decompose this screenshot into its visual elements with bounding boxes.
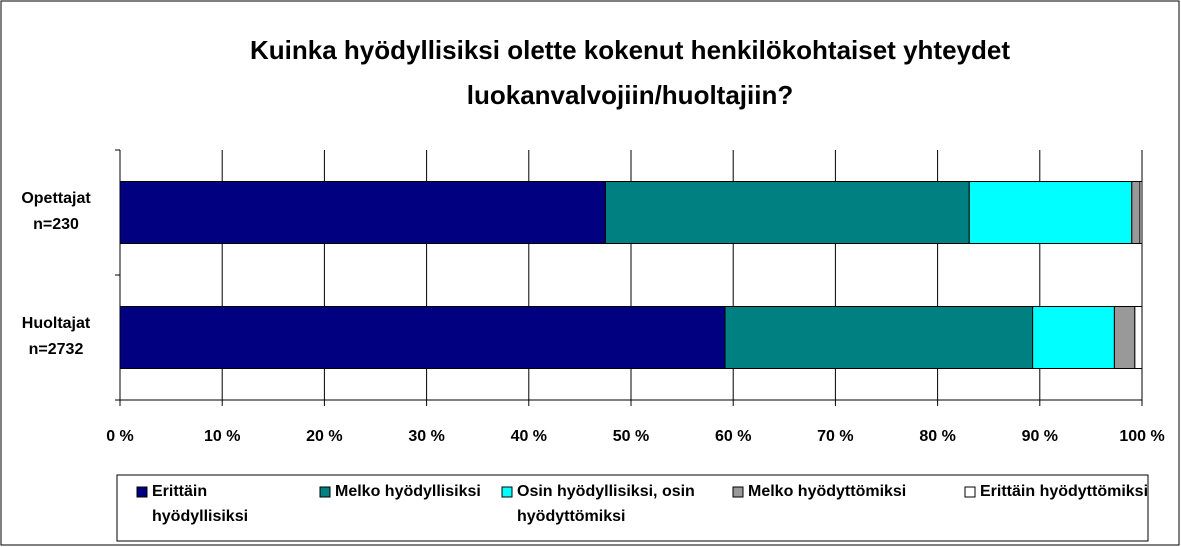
x-tick-label: 50 %: [613, 428, 649, 445]
x-tick-label: 90 %: [1022, 428, 1058, 445]
x-tick-label: 70 %: [817, 428, 853, 445]
chart-title: Kuinka hyödyllisiksi olette kokenut henk…: [250, 35, 1010, 110]
y-tick-label: Opettajat n=230: [21, 189, 91, 233]
bar-segment: [1032, 306, 1115, 369]
legend-label: Erittäin hyödyllisiksi: [152, 483, 249, 525]
bar-segment: [604, 181, 970, 244]
x-tick-label: 40 %: [511, 428, 547, 445]
bar-segment: [724, 306, 1034, 369]
x-tick-label: 10 %: [204, 428, 240, 445]
bar-segment: [119, 306, 726, 369]
bar-segment: [1139, 181, 1143, 244]
x-tick-label: 20 %: [306, 428, 342, 445]
legend-label: Melko hyödyllisiksi: [335, 483, 481, 500]
legend-swatch: [501, 486, 513, 498]
x-tick-label: 60 %: [715, 428, 751, 445]
legend-swatch: [732, 486, 744, 498]
legend-label: Erittäin hyödyttömiksi: [980, 483, 1149, 500]
bar-segment: [1113, 306, 1136, 369]
bar-segment: [1131, 181, 1141, 244]
x-tick-label: 100 %: [1119, 428, 1164, 445]
legend-label: Osin hyödyllisiksi, osin hyödyttömiksi: [517, 483, 695, 525]
bar-segment: [968, 181, 1133, 244]
legend-label: Melko hyödyttömiksi: [748, 483, 907, 500]
y-tick-label: Huoltajat n=2732: [21, 314, 91, 358]
x-tick-label: 0 %: [106, 428, 134, 445]
bar-segment: [1134, 306, 1143, 369]
legend-swatch: [319, 486, 331, 498]
x-tick-label: 30 %: [408, 428, 444, 445]
bar-segment: [119, 181, 606, 244]
legend-swatch: [964, 486, 976, 498]
legend-box: [116, 474, 1149, 542]
legend-swatch: [136, 486, 148, 498]
x-tick-label: 80 %: [919, 428, 955, 445]
